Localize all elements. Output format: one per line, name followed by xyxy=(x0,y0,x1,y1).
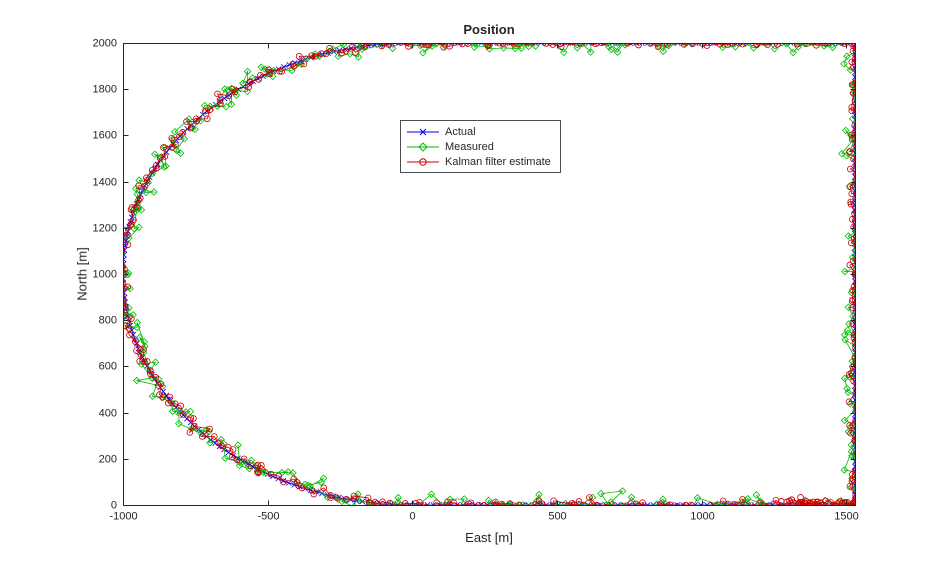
y-axis-label: North [m] xyxy=(74,247,90,301)
legend-label: Kalman filter estimate xyxy=(445,155,551,168)
legend-label: Measured xyxy=(445,140,494,153)
legend-entry-actual: Actual xyxy=(406,124,551,139)
x-marker-sample-icon xyxy=(407,128,439,135)
legend-entry-kalman-filter-estimate: Kalman filter estimate xyxy=(406,154,551,169)
legend: Actual Measured Kalman filter estimate xyxy=(400,120,561,173)
chart-title: Position xyxy=(463,22,515,37)
circle-marker-sample-icon xyxy=(407,157,439,166)
legend-entry-measured: Measured xyxy=(406,139,551,154)
legend-label: Actual xyxy=(445,125,476,138)
diamond-marker-sample-icon xyxy=(407,141,439,152)
x-axis-label: East [m] xyxy=(465,530,513,545)
